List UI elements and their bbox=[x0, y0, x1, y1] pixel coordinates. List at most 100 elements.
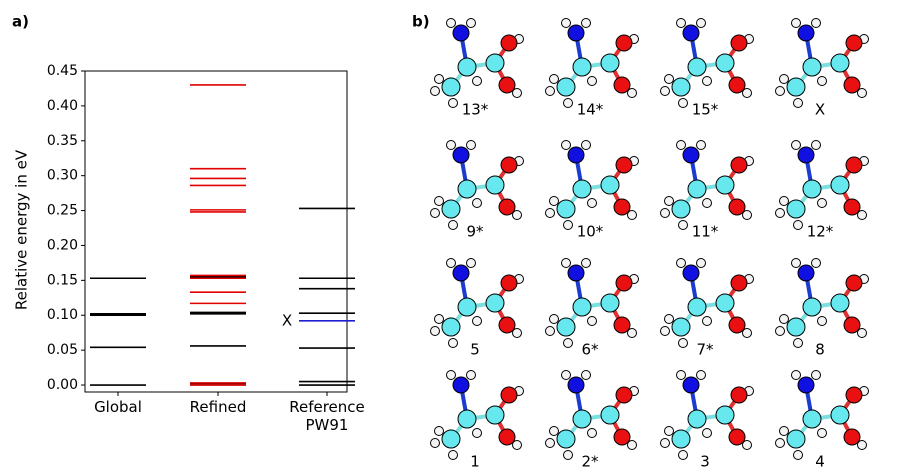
atom bbox=[613, 76, 631, 94]
atom bbox=[702, 428, 712, 438]
panel-label: b) bbox=[412, 13, 430, 31]
structure-label: 11* bbox=[692, 223, 719, 241]
atom bbox=[793, 220, 803, 230]
atom bbox=[671, 317, 691, 337]
atom bbox=[466, 18, 476, 28]
atom bbox=[572, 179, 592, 199]
atom bbox=[830, 53, 850, 73]
atom bbox=[786, 429, 806, 449]
structure-label: 9* bbox=[466, 223, 484, 241]
atom bbox=[775, 326, 785, 336]
atom bbox=[549, 314, 559, 324]
atom bbox=[587, 198, 597, 208]
atom bbox=[696, 370, 706, 380]
molecule bbox=[775, 370, 869, 460]
atom bbox=[563, 450, 573, 460]
structure-label: 10* bbox=[577, 223, 604, 241]
y-tick-label: 0.00 bbox=[47, 377, 78, 393]
atom bbox=[843, 428, 861, 446]
atom bbox=[817, 198, 827, 208]
atom bbox=[742, 440, 752, 450]
atom bbox=[696, 258, 706, 268]
atom bbox=[613, 316, 631, 334]
structure-label: 2* bbox=[581, 453, 599, 470]
atom bbox=[845, 156, 863, 174]
atom bbox=[563, 98, 573, 108]
atom bbox=[742, 88, 752, 98]
atom bbox=[549, 196, 559, 206]
atom bbox=[682, 24, 700, 42]
atom bbox=[434, 426, 444, 436]
atom bbox=[430, 86, 440, 96]
atom bbox=[730, 34, 748, 52]
atom bbox=[430, 438, 440, 448]
atom bbox=[448, 450, 458, 460]
atom bbox=[561, 18, 571, 28]
atom bbox=[797, 264, 815, 282]
atom bbox=[485, 293, 505, 313]
atom bbox=[775, 208, 785, 218]
atom bbox=[498, 428, 516, 446]
atom bbox=[613, 198, 631, 216]
atom bbox=[687, 57, 707, 77]
y-tick-label: 0.40 bbox=[47, 98, 78, 114]
atom bbox=[811, 258, 821, 268]
atom bbox=[600, 405, 620, 425]
atom bbox=[545, 438, 555, 448]
structure-label: 1 bbox=[470, 453, 480, 470]
x-tick-label: Refined bbox=[189, 398, 247, 416]
atom bbox=[702, 198, 712, 208]
atom bbox=[556, 199, 576, 219]
atom bbox=[472, 428, 482, 438]
molecule bbox=[545, 140, 639, 230]
atom bbox=[682, 264, 700, 282]
atom bbox=[466, 140, 476, 150]
molecule bbox=[660, 140, 754, 230]
atom bbox=[457, 297, 477, 317]
structure-label: 7* bbox=[696, 341, 714, 359]
atom bbox=[446, 18, 456, 28]
molecule bbox=[660, 258, 754, 348]
molecule bbox=[430, 18, 524, 108]
atom bbox=[779, 74, 789, 84]
atom bbox=[587, 428, 597, 438]
atom bbox=[615, 156, 633, 174]
molecule bbox=[545, 258, 639, 348]
atom bbox=[457, 409, 477, 429]
atom bbox=[500, 274, 518, 292]
atom bbox=[793, 98, 803, 108]
atom bbox=[485, 53, 505, 73]
atom bbox=[857, 328, 867, 338]
atom bbox=[671, 77, 691, 97]
atom bbox=[676, 140, 686, 150]
atom bbox=[545, 86, 555, 96]
atom bbox=[793, 450, 803, 460]
atom bbox=[786, 199, 806, 219]
atom bbox=[561, 258, 571, 268]
atom bbox=[843, 316, 861, 334]
atom bbox=[715, 175, 735, 195]
atom bbox=[500, 34, 518, 52]
atom bbox=[678, 338, 688, 348]
atom bbox=[549, 74, 559, 84]
atom bbox=[485, 405, 505, 425]
atom bbox=[817, 428, 827, 438]
atom bbox=[615, 34, 633, 52]
atom bbox=[500, 156, 518, 174]
atom bbox=[830, 405, 850, 425]
atom bbox=[664, 426, 674, 436]
molecule bbox=[430, 370, 524, 460]
atom bbox=[512, 440, 522, 450]
atom bbox=[567, 264, 585, 282]
molecule bbox=[545, 18, 639, 108]
structure-label: X bbox=[815, 101, 825, 119]
atom bbox=[786, 77, 806, 97]
atom bbox=[728, 428, 746, 446]
atom bbox=[791, 258, 801, 268]
structure-label: 12* bbox=[807, 223, 834, 241]
atom bbox=[430, 208, 440, 218]
atom bbox=[791, 18, 801, 28]
atom bbox=[572, 57, 592, 77]
atom bbox=[728, 316, 746, 334]
atom bbox=[572, 297, 592, 317]
